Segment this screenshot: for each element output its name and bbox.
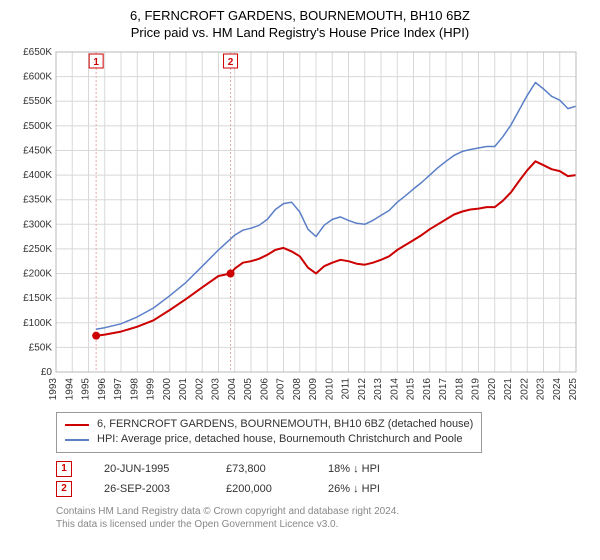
- svg-text:£200K: £200K: [23, 268, 52, 279]
- svg-text:£100K: £100K: [23, 318, 52, 329]
- svg-text:£400K: £400K: [23, 170, 52, 181]
- price-markers-table: 1 20-JUN-1995 £73,800 18% ↓ HPI 2 26-SEP-2003…: [56, 461, 588, 497]
- marker-badge: 1: [56, 461, 72, 477]
- svg-text:£300K: £300K: [23, 219, 52, 230]
- svg-text:£450K: £450K: [23, 145, 52, 156]
- svg-text:1993: 1993: [48, 377, 59, 400]
- svg-text:1995: 1995: [81, 377, 92, 400]
- marker-date: 26-SEP-2003: [104, 483, 194, 495]
- svg-text:2018: 2018: [454, 377, 465, 400]
- marker-price: £73,800: [226, 463, 296, 475]
- svg-text:2007: 2007: [276, 377, 287, 400]
- marker-hpi-diff: 18% ↓ HPI: [328, 463, 418, 475]
- marker-price: £200,000: [226, 483, 296, 495]
- svg-text:2001: 2001: [178, 377, 189, 400]
- legend-swatch: [65, 424, 89, 426]
- legend-label: HPI: Average price, detached house, Bour…: [97, 432, 462, 447]
- svg-text:2013: 2013: [373, 377, 384, 400]
- svg-text:1999: 1999: [146, 377, 157, 400]
- price-chart: £0 £50K £100K £150K £200K £250K £300K £350K £400…: [12, 46, 588, 406]
- marker-hpi-diff: 26% ↓ HPI: [328, 483, 418, 495]
- svg-text:2002: 2002: [194, 377, 205, 400]
- svg-text:2025: 2025: [568, 377, 579, 400]
- svg-text:2019: 2019: [471, 377, 482, 400]
- svg-text:1994: 1994: [64, 377, 75, 400]
- svg-text:£600K: £600K: [23, 72, 52, 83]
- svg-text:2023: 2023: [536, 377, 547, 400]
- marker-date: 20-JUN-1995: [104, 463, 194, 475]
- legend-item: 6, FERNCROFT GARDENS, BOURNEMOUTH, BH10 …: [65, 417, 473, 432]
- svg-text:1998: 1998: [129, 377, 140, 400]
- svg-text:£650K: £650K: [23, 47, 52, 58]
- chart-subtitle: Price paid vs. HM Land Registry's House …: [12, 25, 588, 40]
- marker-row: 1 20-JUN-1995 £73,800 18% ↓ HPI: [56, 461, 588, 477]
- svg-text:£550K: £550K: [23, 96, 52, 107]
- marker-badge: 2: [56, 481, 72, 497]
- svg-text:£150K: £150K: [23, 293, 52, 304]
- svg-text:2015: 2015: [406, 377, 417, 400]
- svg-text:2012: 2012: [357, 377, 368, 400]
- svg-text:2020: 2020: [487, 377, 498, 400]
- svg-text:2009: 2009: [308, 377, 319, 400]
- svg-text:2011: 2011: [341, 377, 352, 399]
- svg-text:2005: 2005: [243, 377, 254, 400]
- svg-text:2014: 2014: [389, 377, 400, 400]
- svg-text:1: 1: [93, 57, 99, 68]
- footer-attribution: Contains HM Land Registry data © Crown c…: [56, 505, 588, 531]
- svg-text:2017: 2017: [438, 377, 449, 400]
- svg-text:£500K: £500K: [23, 121, 52, 132]
- svg-text:2004: 2004: [227, 377, 238, 400]
- svg-text:2022: 2022: [519, 377, 530, 400]
- legend-swatch: [65, 439, 89, 441]
- footer-line-1: Contains HM Land Registry data © Crown c…: [56, 505, 588, 518]
- svg-text:2008: 2008: [292, 377, 303, 400]
- svg-text:£0: £0: [41, 367, 53, 378]
- svg-text:1996: 1996: [97, 377, 108, 400]
- svg-text:2006: 2006: [259, 377, 270, 400]
- svg-text:£250K: £250K: [23, 244, 52, 255]
- footer-line-2: This data is licensed under the Open Gov…: [56, 518, 588, 531]
- marker-row: 2 26-SEP-2003 £200,000 26% ↓ HPI: [56, 481, 588, 497]
- legend-item: HPI: Average price, detached house, Bour…: [65, 432, 473, 447]
- svg-text:2024: 2024: [552, 377, 563, 400]
- svg-text:2000: 2000: [162, 377, 173, 400]
- svg-text:2: 2: [228, 57, 234, 68]
- legend: 6, FERNCROFT GARDENS, BOURNEMOUTH, BH10 …: [56, 412, 482, 453]
- svg-text:2003: 2003: [211, 377, 222, 400]
- svg-text:1997: 1997: [113, 377, 124, 400]
- svg-text:£350K: £350K: [23, 195, 52, 206]
- legend-label: 6, FERNCROFT GARDENS, BOURNEMOUTH, BH10 …: [97, 417, 473, 432]
- svg-text:£50K: £50K: [29, 342, 53, 353]
- svg-text:2021: 2021: [503, 377, 514, 400]
- svg-text:2010: 2010: [324, 377, 335, 400]
- chart-title: 6, FERNCROFT GARDENS, BOURNEMOUTH, BH10 …: [12, 8, 588, 25]
- svg-text:2016: 2016: [422, 377, 433, 400]
